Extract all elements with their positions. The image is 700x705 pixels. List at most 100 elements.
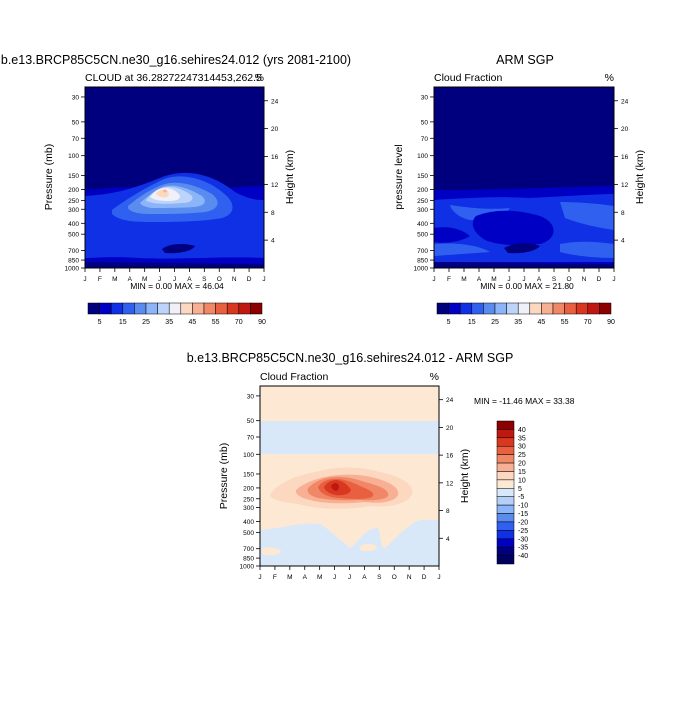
x-tick-label: D <box>422 574 427 581</box>
y-tick-label: 200 <box>417 187 428 194</box>
colorbar-label: 70 <box>235 319 243 326</box>
colorbar-label: 40 <box>518 427 526 434</box>
colorbar-swatch <box>436 302 449 315</box>
y-tick-label: 300 <box>243 505 254 512</box>
colorbar-swatch <box>168 302 182 315</box>
y-tick-label: 150 <box>243 471 254 478</box>
colorbar-label: -15 <box>518 511 528 518</box>
colorbar-model: 5 15 25 35 45 55 70 90 <box>87 302 266 326</box>
colorbar-label: 5 <box>447 319 451 326</box>
y-tick-label: 150 <box>68 173 79 180</box>
y2-tick-label: 16 <box>621 154 629 161</box>
y-tick-label: 500 <box>68 232 79 239</box>
colorbar-label: -30 <box>518 536 528 543</box>
panel-diff-minmax: MIN = -11.46 MAX = 33.38 <box>474 396 575 406</box>
x-tick-label: J <box>158 276 161 283</box>
x-tick-label: J <box>348 574 351 581</box>
y-tick-label: 70 <box>72 136 80 143</box>
y-tick-label: 400 <box>68 221 79 228</box>
colorbar-swatch <box>226 302 240 315</box>
y2-tick-label: 20 <box>621 126 629 133</box>
panel-diff-ylabel: Pressure (mb) <box>218 443 230 510</box>
x-tick-label: M <box>142 276 147 283</box>
panel-obs-contours <box>434 87 614 268</box>
x-tick-label: A <box>362 574 367 581</box>
colorbar-swatch <box>110 302 124 315</box>
panel-diff-subtitle-left: Cloud Fraction <box>260 371 328 383</box>
colorbar-swatch <box>599 302 612 315</box>
panel-obs-subtitle-right: % <box>605 72 614 84</box>
panel-model-y2label: Height (km) <box>284 150 296 204</box>
colorbar-swatch <box>496 555 515 565</box>
x-tick-label: M <box>287 574 292 581</box>
colorbar-swatch <box>99 302 112 315</box>
y-tick-label: 500 <box>243 530 254 537</box>
colorbar-swatch <box>575 302 589 315</box>
colorbar-swatch <box>541 302 554 315</box>
colorbar-label: 25 <box>518 452 526 459</box>
x-tick-label: D <box>597 276 602 283</box>
y-tick-label: 50 <box>421 119 429 126</box>
panel-model-subtitle-right: % <box>255 72 264 84</box>
colorbar-label: 35 <box>514 319 522 326</box>
x-tick-label: M <box>317 574 322 581</box>
y-tick-label: 700 <box>68 248 79 255</box>
colorbar-swatch <box>496 471 515 481</box>
x-tick-label: J <box>258 574 261 581</box>
colorbar-label: -10 <box>518 503 528 510</box>
y-tick-label: 250 <box>68 198 79 205</box>
panel-diff-contours <box>260 386 439 566</box>
x-tick-label: A <box>537 276 542 283</box>
y-tick-label: 850 <box>417 258 428 265</box>
panel-model-ylabel: Pressure (mb) <box>43 144 55 211</box>
colorbar-swatch <box>471 302 484 315</box>
colorbar-swatch <box>459 302 473 315</box>
colorbar-label: 25 <box>491 319 499 326</box>
colorbar-swatch <box>203 302 216 315</box>
y-tick-label: 1000 <box>240 564 255 571</box>
colorbar-label: -20 <box>518 519 528 526</box>
x-tick-label: S <box>552 276 557 283</box>
colorbar-label: 35 <box>518 435 526 442</box>
x-tick-label: O <box>392 574 397 581</box>
y2-tick-label: 4 <box>271 238 275 245</box>
y2-tick-label: 8 <box>621 210 625 217</box>
panel-obs-subtitle-left: Cloud Fraction <box>434 72 502 84</box>
colorbar-label: 5 <box>98 319 102 326</box>
colorbar-swatch <box>448 302 461 315</box>
colorbar-swatch <box>483 302 496 315</box>
y-tick-label: 200 <box>243 485 254 492</box>
x-tick-label: F <box>273 574 277 581</box>
panel-model-subtitle-left: CLOUD at 36.28272247314453,262.5 <box>85 72 262 84</box>
panel-model: b.e13.BRCP85C5CN.ne30_g16.sehires24.012 … <box>1 53 351 291</box>
x-tick-label: A <box>128 276 133 283</box>
y-tick-label: 30 <box>247 393 255 400</box>
colorbar-swatch <box>587 302 600 315</box>
y-tick-label: 300 <box>68 207 79 214</box>
y-tick-label: 50 <box>247 418 255 425</box>
colorbar-swatch <box>496 521 515 531</box>
colorbar-swatch <box>145 302 158 315</box>
colorbar-label: 20 <box>518 461 526 468</box>
colorbar-swatch <box>496 496 515 506</box>
panel-obs: ARM SGP Cloud Fraction % pressure level … <box>393 53 646 291</box>
x-tick-label: A <box>187 276 192 283</box>
x-tick-label: A <box>303 574 308 581</box>
y-tick-label: 850 <box>243 556 254 563</box>
x-tick-label: N <box>582 276 587 283</box>
y-tick-label: 400 <box>243 519 254 526</box>
y2-tick-label: 8 <box>271 210 275 217</box>
colorbar-swatch <box>517 302 531 315</box>
colorbar-swatch <box>496 420 515 430</box>
colorbar-swatch <box>215 302 228 315</box>
colorbar-label: 15 <box>518 469 526 476</box>
y-tick-label: 70 <box>421 136 429 143</box>
colorbar-label: 70 <box>584 319 592 326</box>
colorbar-label: 15 <box>468 319 476 326</box>
x-tick-label: J <box>262 276 265 283</box>
x-tick-label: J <box>173 276 176 283</box>
colorbar-swatch <box>496 530 515 540</box>
colorbar-swatch <box>496 454 515 464</box>
colorbar-label: 15 <box>119 319 127 326</box>
